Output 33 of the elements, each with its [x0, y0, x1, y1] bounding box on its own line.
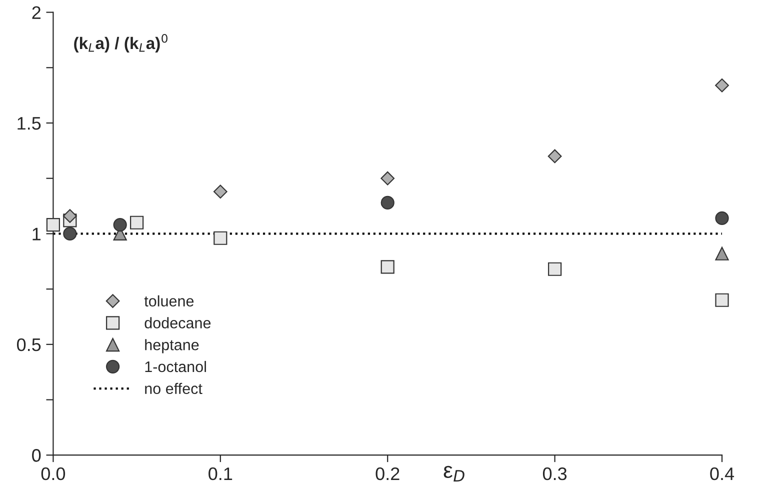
point [548, 149, 562, 164]
y-tick-label: 2 [32, 6, 40, 19]
point [380, 171, 395, 186]
y-axis-title: (k$_{L}$a) / (k$_{L}$a)$^{0}$ [74, 34, 168, 52]
legend-label: 1-octanol [145, 360, 206, 372]
point [715, 78, 729, 92]
y-tick-label: 1 [32, 228, 41, 240]
x-tick-label: 0.3 [542, 467, 567, 480]
legend-label: dodecane [144, 317, 211, 328]
x-tick-label: 0.4 [710, 467, 734, 480]
point [715, 211, 729, 226]
point [213, 184, 228, 199]
point [62, 209, 77, 223]
y-tick-label: 0.5 [17, 338, 41, 352]
point [46, 218, 60, 232]
point [130, 216, 144, 230]
y-tick-label: 0 [32, 449, 41, 462]
legend-label: heptane [145, 339, 199, 354]
point [380, 260, 394, 274]
x-tick-label: 0.1 [208, 467, 232, 480]
point [715, 246, 729, 260]
point [548, 262, 562, 276]
legend-label: no effect [145, 382, 202, 394]
x-axis-title: ε$_{D}$ [444, 466, 464, 482]
point [113, 218, 127, 232]
point [63, 226, 77, 241]
point [214, 231, 228, 245]
y-tick-label: 1.5 [18, 117, 41, 130]
x-tick-label: 0.0 [41, 467, 66, 480]
point [380, 196, 394, 210]
x-tick-label: 0.2 [376, 467, 400, 480]
legend-label: toluene [144, 295, 194, 307]
point [715, 293, 729, 307]
